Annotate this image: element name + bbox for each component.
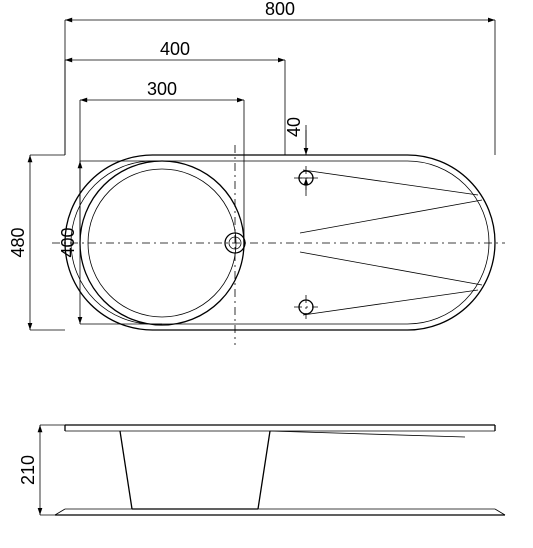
dim-40: 40 xyxy=(284,117,304,137)
dim-400-height: 400 xyxy=(58,227,78,257)
dim-400-width: 400 xyxy=(160,39,190,59)
sink-outline xyxy=(65,155,495,330)
dim-800: 800 xyxy=(265,0,295,19)
sink-inner-rim xyxy=(71,161,489,324)
dim-300: 300 xyxy=(147,79,177,99)
dim-480: 480 xyxy=(8,227,28,257)
dim-210: 210 xyxy=(18,455,38,485)
